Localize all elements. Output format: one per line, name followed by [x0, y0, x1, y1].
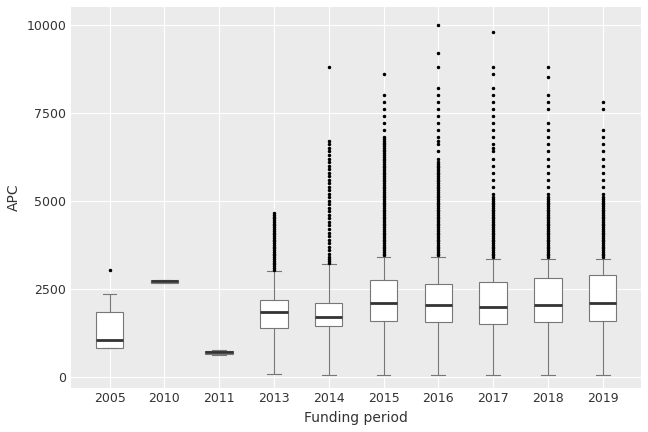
Y-axis label: APC: APC — [7, 184, 21, 211]
PathPatch shape — [315, 303, 342, 326]
PathPatch shape — [424, 284, 452, 322]
PathPatch shape — [480, 282, 507, 324]
PathPatch shape — [151, 280, 178, 283]
X-axis label: Funding period: Funding period — [304, 411, 408, 425]
PathPatch shape — [589, 275, 616, 321]
PathPatch shape — [534, 278, 562, 322]
PathPatch shape — [96, 312, 123, 348]
PathPatch shape — [370, 280, 397, 321]
PathPatch shape — [205, 351, 233, 354]
PathPatch shape — [260, 299, 288, 328]
